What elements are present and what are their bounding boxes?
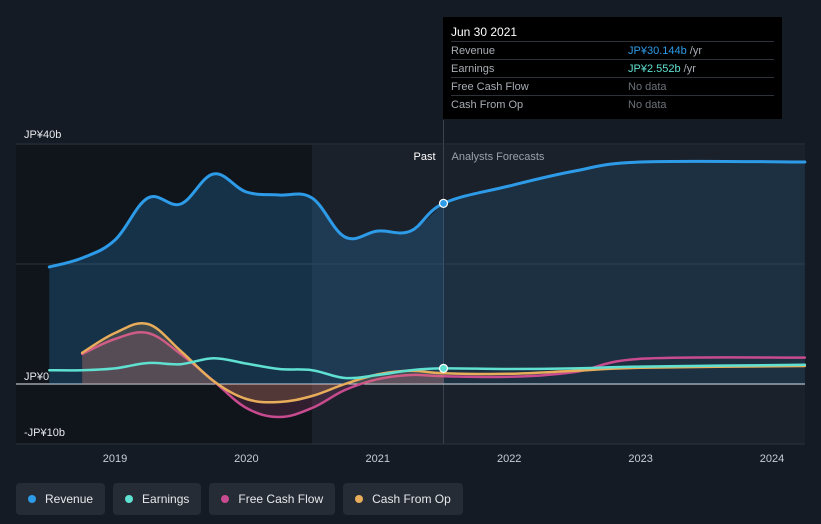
tooltip-row-cash-from-op: Cash From Op No data (451, 95, 774, 113)
earnings-dot-icon (125, 495, 134, 503)
tooltip-unit: /yr (683, 63, 696, 75)
free-cash-flow-area (82, 332, 444, 417)
earnings-line[interactable] (48, 356, 807, 380)
legend-label: Revenue (45, 492, 94, 506)
tooltip-label: Earnings (451, 63, 495, 75)
legend-item-free-cash-flow[interactable]: Free Cash Flow (209, 483, 336, 515)
tooltip-unit: /yr (689, 45, 703, 57)
y-tick-label: JP¥0 (24, 371, 49, 383)
revenue-forecast-area (443, 161, 805, 384)
legend-item-revenue[interactable]: Revenue (16, 483, 106, 515)
legend-item-earnings[interactable]: Earnings (113, 483, 202, 515)
tooltip-row-free-cash-flow: Free Cash Flow No data (451, 77, 774, 95)
free-cash-flow-dot-icon (221, 495, 230, 503)
x-tick-label: 2023 (628, 453, 652, 465)
tooltip-date: Jun 30 2021 (451, 25, 518, 39)
y-tick-label: JP¥40b (24, 129, 61, 141)
legend: Revenue Earnings Free Cash Flow Cash Fro… (16, 483, 463, 515)
earnings-marker[interactable] (438, 363, 449, 373)
tooltip-row-earnings: Earnings JP¥2.552b /yr (451, 59, 774, 77)
legend-label: Earnings (142, 492, 190, 506)
x-tick-label: 2021 (366, 453, 390, 465)
x-tick-label: 2022 (497, 453, 521, 465)
cash-from-op-line[interactable] (80, 321, 807, 404)
tooltip-value-earnings: JP¥2.552b (628, 63, 681, 75)
tooltip-label: Free Cash Flow (451, 81, 529, 93)
revenue-area (49, 173, 444, 384)
revenue-line[interactable] (47, 159, 807, 269)
legend-label: Cash From Op (372, 492, 451, 506)
tooltip-value-revenue: JP¥30.144b (628, 45, 687, 57)
tooltip-value-cash-from-op: No data (628, 99, 667, 111)
revenue-marker[interactable] (438, 198, 449, 208)
tooltip-label: Revenue (451, 45, 496, 57)
tooltip-row-revenue: Revenue JP¥30.144b /yr (451, 41, 774, 59)
y-tick-label: -JP¥10b (24, 427, 65, 439)
tooltip-value-free-cash-flow: No data (628, 81, 667, 93)
cash-from-op-dot-icon (355, 495, 364, 503)
x-tick-label: 2020 (234, 453, 258, 465)
tooltip-label: Cash From Op (451, 99, 524, 111)
legend-item-cash-from-op[interactable]: Cash From Op (343, 483, 463, 515)
tooltip: Jun 30 2021 Revenue JP¥30.144b /yr Earni… (443, 17, 782, 119)
x-tick-label: 2024 (760, 453, 784, 465)
past-label: Past (413, 151, 435, 163)
forecast-label: Analysts Forecasts (452, 151, 545, 163)
revenue-dot-icon (28, 495, 36, 503)
x-tick-label: 2019 (103, 453, 127, 465)
legend-label: Free Cash Flow (238, 492, 324, 506)
